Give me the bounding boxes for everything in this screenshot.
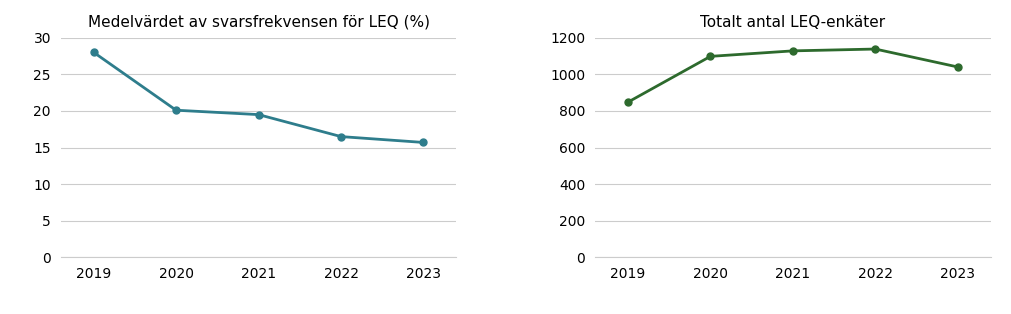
Title: Medelvärdet av svarsfrekvensen för LEQ (%): Medelvärdet av svarsfrekvensen för LEQ (…	[88, 14, 430, 30]
Title: Totalt antal LEQ-enkäter: Totalt antal LEQ-enkäter	[701, 14, 886, 30]
